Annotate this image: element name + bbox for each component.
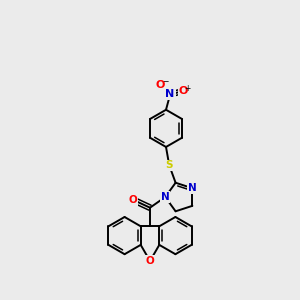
Text: O: O <box>129 195 137 205</box>
Text: N: N <box>188 183 197 193</box>
Text: O: O <box>178 86 188 96</box>
Text: N: N <box>161 192 170 202</box>
Text: N: N <box>166 89 175 100</box>
Text: +: + <box>184 83 191 92</box>
Text: O: O <box>146 256 154 266</box>
Text: S: S <box>166 160 173 170</box>
Text: −: − <box>162 77 169 86</box>
Text: O: O <box>156 80 165 90</box>
